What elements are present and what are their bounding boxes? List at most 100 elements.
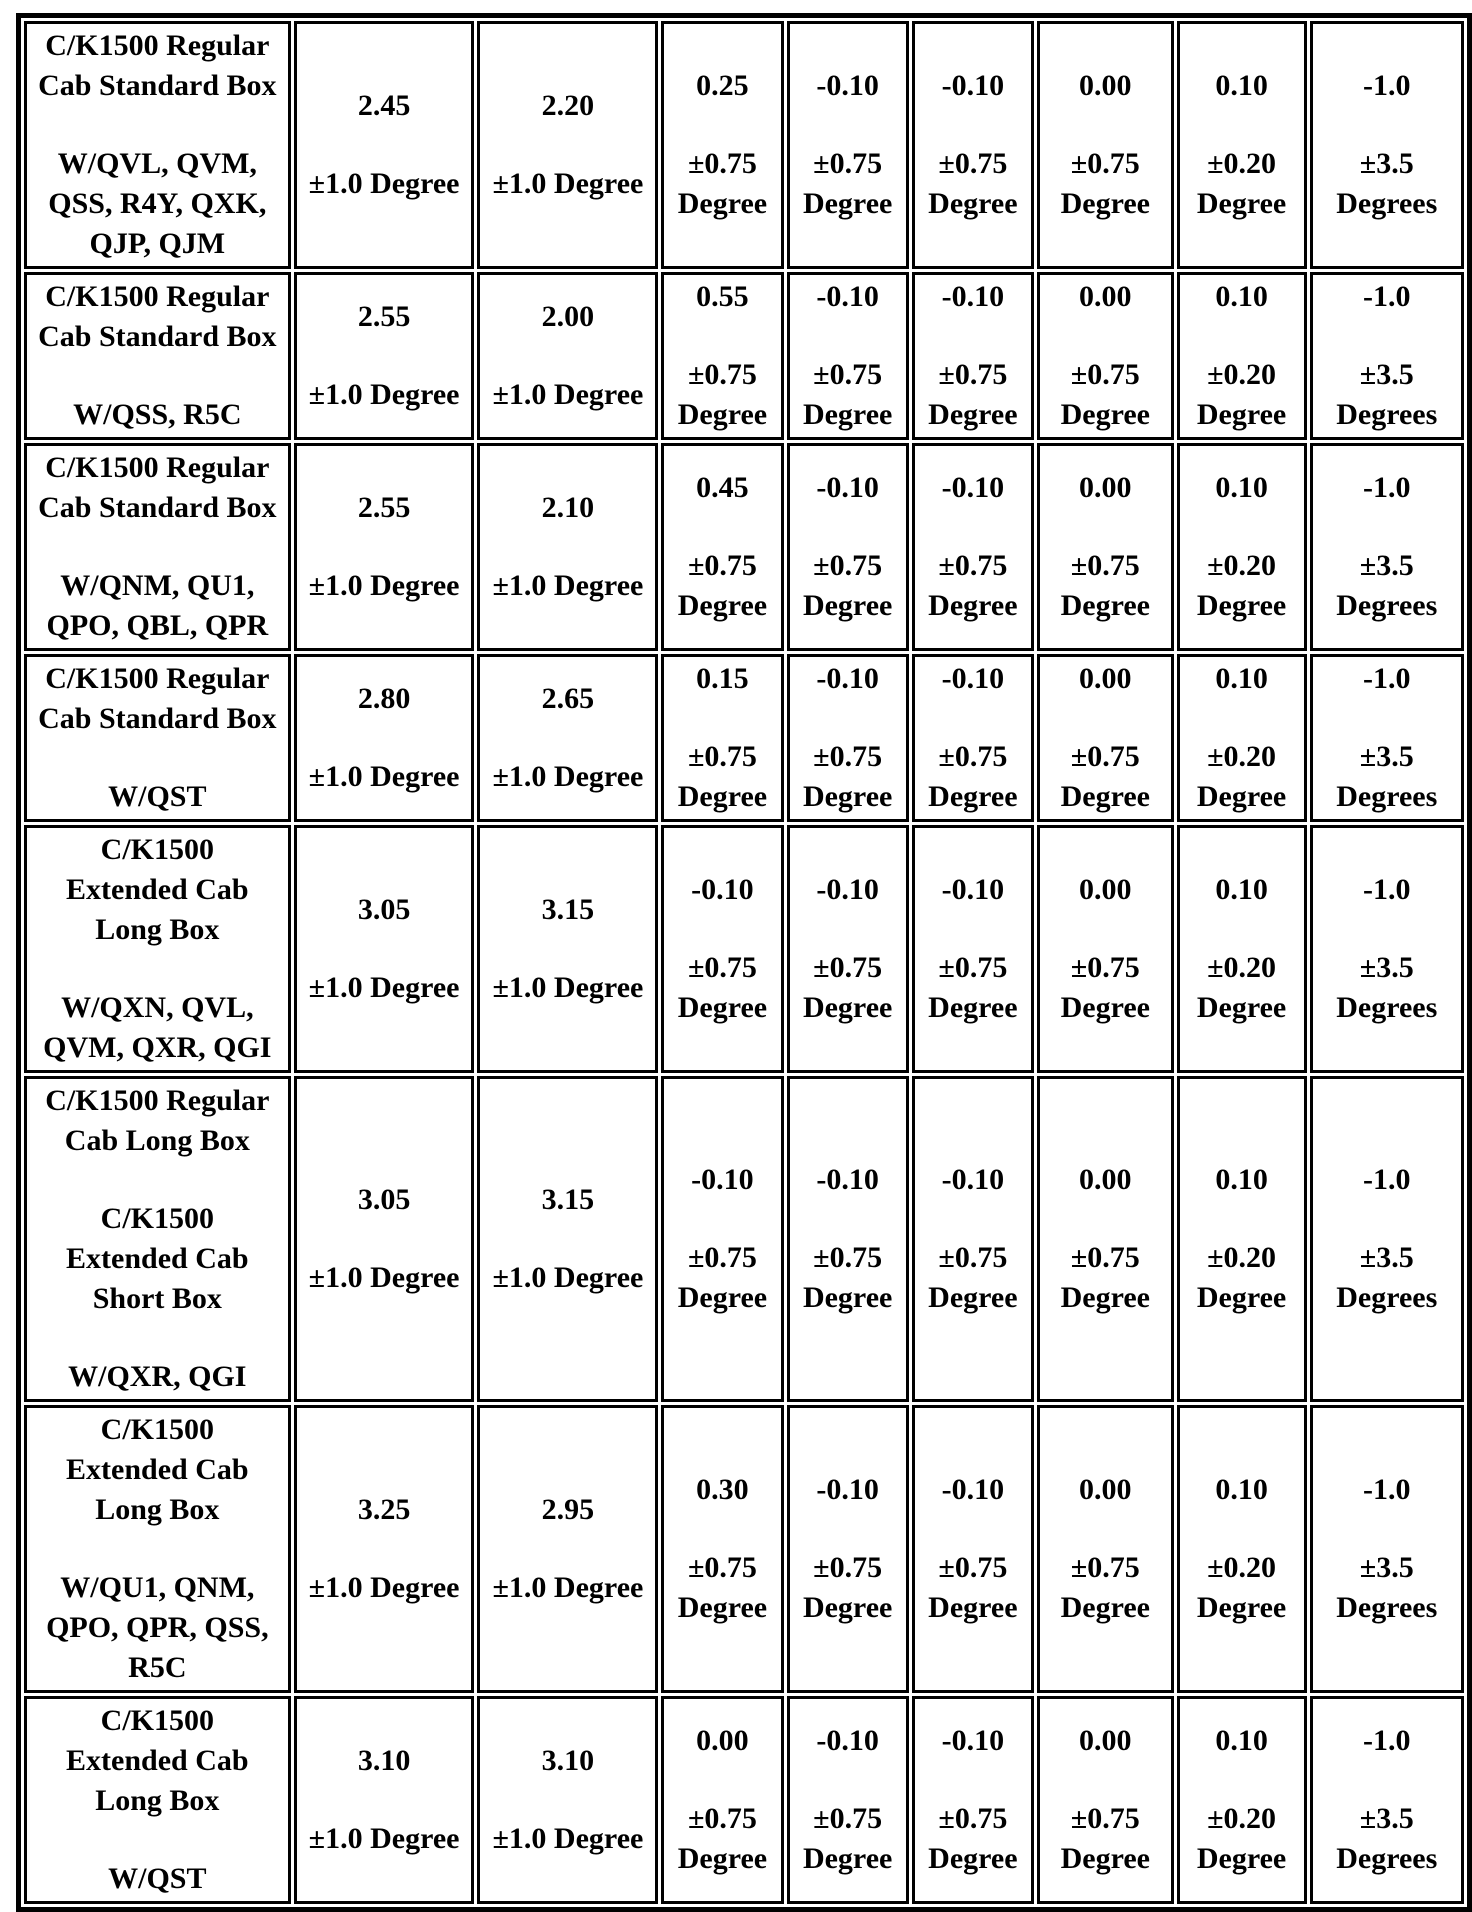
spec-tolerance: ±0.75 Degree	[677, 1802, 768, 1875]
spec-tolerance: ±0.75 Degree	[677, 1241, 768, 1314]
spec-value: 3.10	[541, 1744, 595, 1777]
spec-tolerance: ±1.0 Degree	[492, 1822, 644, 1855]
spec-tolerance: ±3.5 Degrees	[1336, 147, 1438, 220]
spec-cell: -0.10 ±0.75 Degree	[911, 21, 1034, 269]
spec-cell: 0.00 ±0.75 Degree	[1036, 1696, 1174, 1904]
spec-cell: -0.10 ±0.75 Degree	[661, 825, 784, 1073]
spec-value: 2.95	[541, 1493, 595, 1526]
vehicle-cell: C/K1500 Extended Cab Long Box W/QST	[24, 1696, 291, 1904]
spec-value: 0.30	[696, 1473, 749, 1506]
vehicle-cell: C/K1500 Regular Cab Standard Box W/QST	[24, 654, 291, 822]
spec-cell: -0.10 ±0.75 Degree	[786, 1696, 909, 1904]
spec-cell: -1.0 ±3.5 Degrees	[1309, 21, 1464, 269]
spec-cell: -0.10 ±0.75 Degree	[786, 21, 909, 269]
spec-value: 0.00	[1079, 1163, 1132, 1196]
spec-tolerance: ±1.0 Degree	[492, 378, 644, 411]
spec-tolerance: ±1.0 Degree	[308, 1571, 460, 1604]
spec-value: -0.10	[941, 873, 1005, 906]
spec-tolerance: ±0.75 Degree	[802, 147, 893, 220]
spec-value: 3.25	[357, 1493, 411, 1526]
spec-tolerance: ±3.5 Degrees	[1336, 358, 1438, 431]
spec-value: 0.10	[1215, 662, 1268, 695]
spec-value: -1.0	[1363, 69, 1411, 102]
vehicle-cell: C/K1500 Regular Cab Standard Box W/QSS, …	[24, 272, 291, 440]
spec-tolerance: ±1.0 Degree	[308, 1261, 460, 1294]
spec-cell: -0.10 ±0.75 Degree	[911, 1696, 1034, 1904]
spec-cell: -1.0 ±3.5 Degrees	[1309, 1696, 1464, 1904]
vehicle-cell: C/K1500 Regular Cab Long Box C/K1500 Ext…	[24, 1076, 291, 1402]
spec-cell: 2.95 ±1.0 Degree	[477, 1405, 659, 1693]
spec-tolerance: ±0.75 Degree	[1060, 147, 1150, 220]
spec-tolerance: ±1.0 Degree	[492, 167, 644, 200]
spec-value: 0.00	[696, 1724, 749, 1757]
spec-cell: -0.10 ±0.75 Degree	[786, 272, 909, 440]
spec-cell: 0.10 ±0.20 Degree	[1176, 1405, 1307, 1693]
vehicle-name: C/K1500 Regular Cab Standard Box	[38, 29, 277, 102]
spec-cell: 0.10 ±0.20 Degree	[1176, 272, 1307, 440]
spec-value: 0.10	[1215, 280, 1268, 313]
spec-tolerance: ±0.75 Degree	[802, 358, 893, 431]
spec-cell: -0.10 ±0.75 Degree	[786, 825, 909, 1073]
spec-cell: 0.30 ±0.75 Degree	[661, 1405, 784, 1693]
spec-value: -0.10	[941, 1724, 1005, 1757]
spec-value: -1.0	[1363, 471, 1411, 504]
vehicle-codes: W/QST	[108, 780, 207, 813]
alignment-spec-table: C/K1500 Regular Cab Standard Box W/QVL, …	[16, 13, 1472, 1912]
spec-tolerance: ±0.75 Degree	[928, 358, 1018, 431]
spec-value: 0.10	[1215, 471, 1268, 504]
spec-cell: 2.45 ±1.0 Degree	[293, 21, 475, 269]
spec-cell: 2.80 ±1.0 Degree	[293, 654, 475, 822]
spec-value: 0.45	[696, 471, 749, 504]
spec-value: -0.10	[816, 1724, 879, 1757]
spec-value: 0.10	[1215, 1724, 1268, 1757]
spec-tolerance: ±1.0 Degree	[492, 569, 644, 602]
spec-tolerance: ±1.0 Degree	[492, 760, 644, 793]
spec-value: 3.15	[541, 1183, 595, 1216]
spec-cell: 0.55 ±0.75 Degree	[661, 272, 784, 440]
spec-tolerance: ±1.0 Degree	[308, 971, 460, 1004]
spec-value: 0.10	[1215, 873, 1268, 906]
spec-value: -0.10	[941, 1473, 1005, 1506]
spec-tolerance: ±1.0 Degree	[492, 971, 644, 1004]
spec-value: -0.10	[816, 471, 879, 504]
spec-value: 2.20	[541, 89, 595, 122]
spec-value: -0.10	[816, 1473, 879, 1506]
spec-cell: -0.10 ±0.75 Degree	[661, 1076, 784, 1402]
spec-cell: 0.00 ±0.75 Degree	[1036, 443, 1174, 651]
spec-value: -1.0	[1363, 1163, 1411, 1196]
table-row: C/K1500 Regular Cab Standard Box W/QSS, …	[24, 272, 1464, 440]
spec-cell: -1.0 ±3.5 Degrees	[1309, 825, 1464, 1073]
spec-cell: 0.10 ±0.20 Degree	[1176, 443, 1307, 651]
table-row: C/K1500 Regular Cab Standard Box W/QST 2…	[24, 654, 1464, 822]
spec-value: -0.10	[691, 1163, 754, 1196]
spec-tolerance: ±0.75 Degree	[1060, 1241, 1150, 1314]
spec-tolerance: ±0.75 Degree	[802, 740, 893, 813]
spec-tolerance: ±0.75 Degree	[1060, 951, 1150, 1024]
spec-cell: 2.10 ±1.0 Degree	[477, 443, 659, 651]
spec-value: -1.0	[1363, 1724, 1411, 1757]
vehicle-name: C/K1500 Regular Cab Standard Box	[38, 662, 277, 735]
spec-tolerance: ±1.0 Degree	[308, 569, 460, 602]
spec-tolerance: ±0.75 Degree	[1060, 358, 1150, 431]
spec-cell: -0.10 ±0.75 Degree	[911, 654, 1034, 822]
spec-value: -0.10	[941, 280, 1005, 313]
spec-tolerance: ±3.5 Degrees	[1336, 740, 1438, 813]
spec-cell: 2.55 ±1.0 Degree	[293, 272, 475, 440]
spec-cell: -0.10 ±0.75 Degree	[786, 1076, 909, 1402]
spec-tolerance: ±1.0 Degree	[492, 1261, 644, 1294]
spec-cell: 3.10 ±1.0 Degree	[477, 1696, 659, 1904]
spec-tolerance: ±0.75 Degree	[928, 1802, 1018, 1875]
spec-cell: -0.10 ±0.75 Degree	[786, 443, 909, 651]
spec-cell: 3.05 ±1.0 Degree	[293, 1076, 475, 1402]
spec-tolerance: ±0.75 Degree	[677, 951, 768, 1024]
spec-tolerance: ±0.75 Degree	[677, 1551, 768, 1624]
table-row: C/K1500 Extended Cab Long Box W/QST 3.10…	[24, 1696, 1464, 1904]
spec-tolerance: ±0.75 Degree	[1060, 549, 1150, 622]
spec-tolerance: ±0.20 Degree	[1196, 951, 1287, 1024]
spec-value: -0.10	[816, 1163, 879, 1196]
spec-cell: 2.20 ±1.0 Degree	[477, 21, 659, 269]
spec-tolerance: ±0.75 Degree	[802, 549, 893, 622]
spec-tolerance: ±1.0 Degree	[308, 167, 460, 200]
spec-tolerance: ±0.20 Degree	[1196, 1802, 1287, 1875]
spec-value: -1.0	[1363, 280, 1411, 313]
